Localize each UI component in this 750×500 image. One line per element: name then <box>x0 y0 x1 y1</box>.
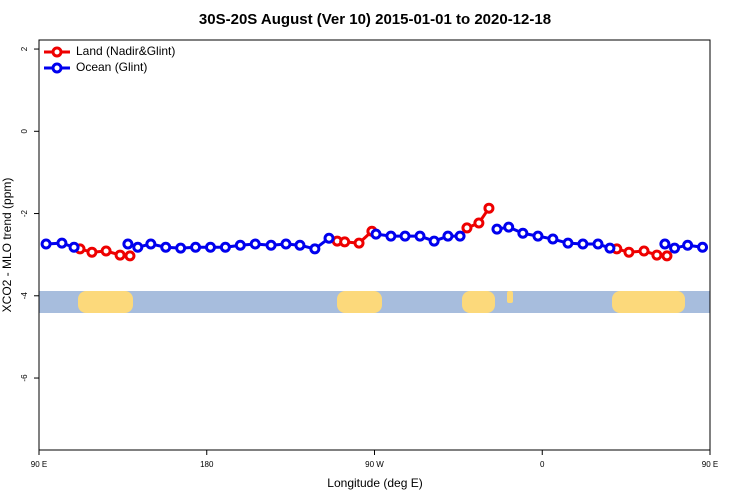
x-tick-label: 0 <box>540 460 545 469</box>
point <box>56 237 68 249</box>
point <box>651 249 663 261</box>
point <box>353 237 365 249</box>
point <box>604 242 616 254</box>
point <box>577 238 589 250</box>
y-tick-label: 2 <box>20 46 29 51</box>
point <box>249 238 261 250</box>
point <box>503 221 515 233</box>
point <box>234 239 246 251</box>
x-tick-label: 90 E <box>31 460 47 469</box>
point <box>265 239 277 251</box>
point <box>414 230 426 242</box>
point <box>370 228 382 240</box>
point <box>323 232 335 244</box>
legend-marker <box>51 62 63 74</box>
point <box>442 230 454 242</box>
chart-title: 30S-20S August (Ver 10) 2015-01-01 to 20… <box>199 11 551 28</box>
point <box>592 238 604 250</box>
point <box>661 250 673 262</box>
point <box>491 223 503 235</box>
point <box>86 246 98 258</box>
x-tick-label: 90 W <box>365 460 384 469</box>
x-tick-label: 90 E <box>702 460 718 469</box>
legend-label: Ocean (Glint) <box>76 60 147 74</box>
point <box>280 238 292 250</box>
point <box>309 243 321 255</box>
point <box>532 230 544 242</box>
point <box>623 246 635 258</box>
point <box>638 245 650 257</box>
point <box>145 238 157 250</box>
legend-marker <box>51 46 63 58</box>
map-strip <box>39 291 710 313</box>
point <box>697 241 709 253</box>
point <box>669 242 681 254</box>
legend-label: Land (Nadir&Glint) <box>76 44 175 58</box>
point <box>40 238 52 250</box>
point <box>399 230 411 242</box>
point <box>122 238 134 250</box>
y-axis-label: XCO2 - MLO trend (ppm) <box>0 178 14 313</box>
point <box>562 237 574 249</box>
point <box>190 241 202 253</box>
point <box>132 241 144 253</box>
point <box>114 249 126 261</box>
point <box>385 230 397 242</box>
point <box>473 217 485 229</box>
point <box>659 238 671 250</box>
point <box>682 239 694 251</box>
point <box>100 245 112 257</box>
point <box>461 222 473 234</box>
point <box>547 233 559 245</box>
point <box>428 235 440 247</box>
x-axis-label: Longitude (deg E) <box>327 476 422 490</box>
point <box>68 241 80 253</box>
y-tick-label: -2 <box>20 209 29 217</box>
point <box>204 241 216 253</box>
point <box>294 239 306 251</box>
point <box>339 236 351 248</box>
y-tick-label: -4 <box>20 292 29 300</box>
point <box>160 241 172 253</box>
point <box>219 241 231 253</box>
point <box>483 202 495 214</box>
x-tick-label: 180 <box>200 460 214 469</box>
y-tick-label: 0 <box>20 129 29 134</box>
y-tick-label: -6 <box>20 374 29 382</box>
point <box>124 250 136 262</box>
point <box>454 230 466 242</box>
point <box>517 227 529 239</box>
point <box>175 242 187 254</box>
